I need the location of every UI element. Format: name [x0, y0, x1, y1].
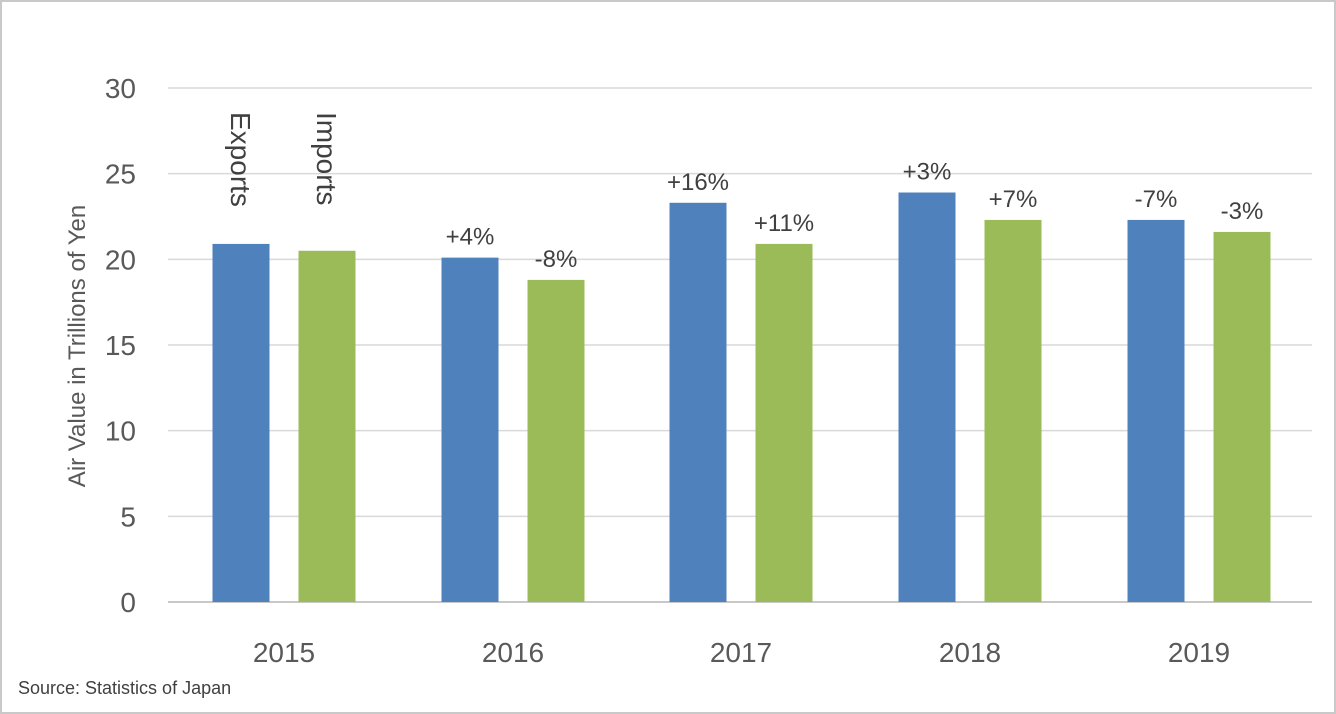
bar-exports-2016 — [441, 257, 499, 602]
bars — [212, 192, 1271, 603]
bar-imports-2017 — [755, 243, 813, 602]
data-label-exports: -7% — [1135, 186, 1178, 213]
bar-imports-2016 — [527, 279, 585, 602]
series-labels: Exports Imports — [225, 112, 342, 207]
bar-exports-2018 — [898, 192, 956, 602]
y-tick-label: 30 — [105, 73, 136, 104]
y-tick-label: 10 — [105, 416, 136, 447]
data-label-imports: -8% — [535, 246, 578, 273]
x-tick-label: 2015 — [253, 637, 315, 668]
y-tick-label: 0 — [120, 587, 136, 618]
series-label-imports: Imports — [311, 112, 342, 205]
y-axis-label: Air Value in Trillions of Yen — [64, 205, 91, 487]
bar-imports-2018 — [984, 219, 1042, 602]
data-label-imports: -3% — [1221, 198, 1264, 225]
data-label-imports: +11% — [754, 210, 814, 237]
x-tick-label: 2016 — [482, 637, 544, 668]
y-axis-ticks: 0 5 10 15 20 25 30 — [105, 73, 136, 618]
source-note: Source: Statistics of Japan — [18, 678, 232, 698]
data-label-exports: +4% — [446, 224, 495, 251]
y-tick-label: 5 — [120, 501, 136, 532]
data-label-exports: +3% — [903, 159, 952, 186]
bar-exports-2019 — [1127, 219, 1185, 602]
bar-exports-2015 — [212, 243, 270, 602]
bar-exports-2017 — [669, 202, 727, 602]
series-label-exports: Exports — [225, 112, 256, 207]
x-tick-label: 2019 — [1168, 637, 1230, 668]
y-tick-label: 15 — [105, 330, 136, 361]
data-label-imports: +7% — [989, 186, 1038, 213]
y-tick-label: 20 — [105, 244, 136, 275]
x-axis-ticks: 2015 2016 2017 2018 2019 — [253, 637, 1230, 668]
data-label-exports: +16% — [667, 169, 729, 196]
bar-imports-2015 — [298, 250, 356, 602]
x-tick-label: 2017 — [710, 637, 772, 668]
bar-imports-2019 — [1213, 231, 1271, 603]
y-tick-label: 25 — [105, 159, 136, 190]
gridlines — [168, 87, 1312, 603]
data-labels: +4% +16% +3% -7% -8% +11% +7% -3% — [446, 159, 1264, 273]
x-tick-label: 2018 — [939, 637, 1001, 668]
